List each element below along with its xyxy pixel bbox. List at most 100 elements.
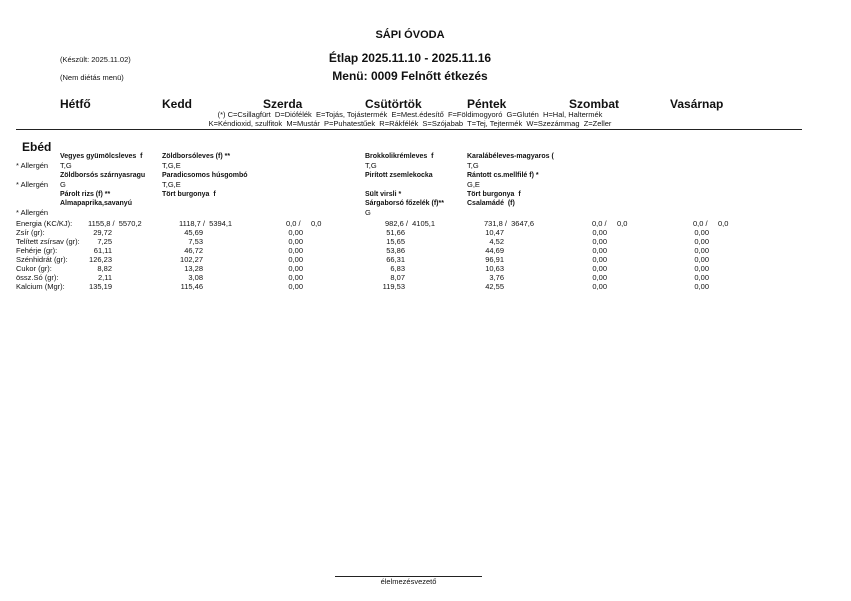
nutrient-value: 126,23 xyxy=(89,255,112,264)
section-title: Ebéd xyxy=(22,140,52,154)
nutrient-label: Energia (KC/KJ): xyxy=(16,219,73,228)
nutrient-value: 0,00 xyxy=(288,228,303,237)
nutrient-value: 0,00 xyxy=(288,246,303,255)
nutrient-value: 115,46 xyxy=(180,282,203,291)
school-name: SÁPI ÓVODA xyxy=(375,29,445,41)
menu-name: Menü: 0009 Felnőtt étkezés xyxy=(332,69,488,83)
allergen-label: * Allergén xyxy=(16,161,49,170)
allergen-label: * Allergén xyxy=(16,180,49,189)
nutrient-value: 0,00 xyxy=(694,228,709,237)
dish: Karalábéleves-magyaros ( xyxy=(467,153,554,160)
nutrient-value: 6,83 xyxy=(390,264,405,273)
day-header: Szombat xyxy=(569,97,620,111)
nutrient-value: 0,00 xyxy=(288,282,303,291)
nutrient-value: 982,6 / 4105,1 xyxy=(385,219,436,228)
day-header: Szerda xyxy=(263,97,303,111)
nutrient-value: 0,00 xyxy=(694,246,709,255)
dish: Tört burgonya f xyxy=(162,191,216,198)
nutrient-value: 7,53 xyxy=(188,237,203,246)
allergen-legend: (*) C=Csillagfürt D=Diófélék E=Tojás, To… xyxy=(217,110,603,119)
dish: Rántott cs.mellfilé f) * xyxy=(467,172,539,179)
allergen-codes: T,G xyxy=(365,161,377,170)
signature-label: élelmezésvezető xyxy=(380,577,437,586)
nutrient-value: 15,65 xyxy=(386,237,405,246)
nutrient-value: 0,00 xyxy=(694,282,709,291)
nutrient-value: 61,11 xyxy=(93,246,112,255)
nutrient-value: 46,72 xyxy=(184,246,203,255)
nutrient-value: 8,82 xyxy=(97,264,112,273)
nutrient-value: 3,08 xyxy=(188,273,203,282)
nutrient-value: 0,00 xyxy=(592,246,607,255)
nutrient-value: 0,00 xyxy=(694,237,709,246)
allergen-codes: G,E xyxy=(467,180,480,189)
dish: Vegyes gyümölcsleves f xyxy=(60,153,143,160)
nutrient-value: 0,00 xyxy=(288,255,303,264)
nutrient-value: 731,8 / 3647,6 xyxy=(484,219,535,228)
day-header: Vasárnap xyxy=(670,97,724,111)
day-header: Péntek xyxy=(467,97,507,111)
allergen-codes: G xyxy=(60,180,66,189)
nutrient-value: 0,00 xyxy=(592,273,607,282)
nutrient-value: 45,69 xyxy=(184,228,203,237)
nutrient-value: 0,00 xyxy=(592,255,607,264)
menu-title: Étlap 2025.11.10 - 2025.11.16 xyxy=(328,51,492,65)
dish: Tört burgonya f xyxy=(467,191,521,198)
nutrient-value: 2,11 xyxy=(97,273,112,282)
nutrient-value: 0,00 xyxy=(694,264,709,273)
nutrient-label: Szénhidrát (gr): xyxy=(16,255,68,264)
dish: Zöldborsós szárnyasragu xyxy=(60,172,146,179)
allergen-codes: T,G xyxy=(467,161,479,170)
allergen-codes: G xyxy=(365,208,371,217)
allergen-label: * Allergén xyxy=(16,208,49,217)
nutrient-value: 119,53 xyxy=(382,282,405,291)
nutrient-label: össz.Só (gr): xyxy=(16,273,59,282)
nutrient-label: Telített zsírsav (gr): xyxy=(16,237,80,246)
allergen-codes: T,G,E xyxy=(162,180,181,189)
nutrient-value: 0,0 / 0,0 xyxy=(592,219,628,228)
dish: Sült virsli * xyxy=(365,191,402,198)
nutrient-value: 29,72 xyxy=(93,228,112,237)
nutrient-value: 10,47 xyxy=(485,228,504,237)
nutrient-value: 7,25 xyxy=(97,237,112,246)
nutrient-value: 13,28 xyxy=(184,264,203,273)
dish: Csalamádé (f) xyxy=(467,200,515,207)
created-date: (Készült: 2025.11.02) xyxy=(60,55,131,64)
allergen-legend: K=Kéndioxid, szulfitok M=Mustár P=Puhate… xyxy=(208,119,612,128)
nutrient-value: 0,00 xyxy=(288,237,303,246)
nutrient-value: 0,00 xyxy=(288,264,303,273)
nutrient-value: 4,52 xyxy=(489,237,504,246)
dish: Párolt rizs (f) ** xyxy=(60,191,111,198)
nutrient-value: 10,63 xyxy=(485,264,504,273)
nutrient-value: 3,76 xyxy=(489,273,504,282)
dish: Pirított zsemlekocka xyxy=(365,172,433,179)
nutrient-value: 42,55 xyxy=(485,282,504,291)
nutrient-value: 1155,8 / 5570,2 xyxy=(88,219,142,228)
nutrient-label: Kalcium (Mgr): xyxy=(16,282,65,291)
nutrient-value: 0,00 xyxy=(592,228,607,237)
nutrient-value: 0,0 / 0,0 xyxy=(693,219,729,228)
nutrient-value: 0,0 / 0,0 xyxy=(286,219,322,228)
nutrient-label: Cukor (gr): xyxy=(16,264,52,273)
nutrient-value: 135,19 xyxy=(89,282,112,291)
day-header: Hétfő xyxy=(60,97,91,111)
allergen-codes: T,G xyxy=(60,161,72,170)
nutrient-label: Zsír (gr): xyxy=(16,228,45,237)
nutrient-value: 0,00 xyxy=(694,273,709,282)
nutrient-value: 102,27 xyxy=(180,255,203,264)
nutrient-value: 0,00 xyxy=(288,273,303,282)
day-header: Csütörtök xyxy=(365,97,422,111)
nutrient-value: 51,66 xyxy=(386,228,405,237)
nutrient-value: 0,00 xyxy=(694,255,709,264)
day-header: Kedd xyxy=(162,97,192,111)
nutrient-label: Fehérje (gr): xyxy=(16,246,58,255)
nutrient-value: 1118,7 / 5394,1 xyxy=(179,219,233,228)
dish: Sárgaborsó főzelék (f)** xyxy=(365,200,444,207)
diet-note: (Nem diétás menü) xyxy=(60,73,124,82)
dish: Almapaprika,savanyú xyxy=(60,200,132,207)
dish: Paradicsomos húsgombó xyxy=(162,172,248,179)
nutrient-value: 8,07 xyxy=(390,273,405,282)
dish: Zöldborsóleves (f) ** xyxy=(162,153,231,160)
nutrient-value: 66,31 xyxy=(386,255,405,264)
header-rule xyxy=(16,129,802,130)
